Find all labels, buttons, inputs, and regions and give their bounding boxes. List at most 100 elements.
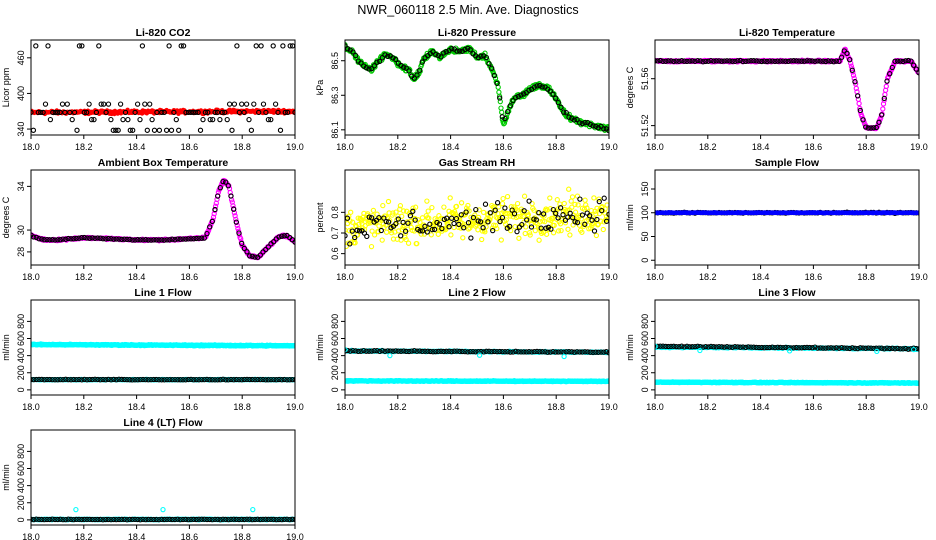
data-point (663, 58, 669, 64)
data-point (235, 225, 241, 232)
data-point (601, 126, 607, 132)
data-point (369, 65, 375, 72)
data-point (489, 65, 495, 71)
data-point (366, 66, 372, 72)
data-point (285, 109, 291, 116)
data-point (507, 103, 513, 109)
data-point (284, 377, 290, 383)
data-point (817, 58, 823, 64)
data-point (371, 63, 377, 69)
data-point (129, 377, 135, 383)
data-point (86, 101, 92, 107)
data-point (124, 236, 130, 243)
data-point (856, 100, 862, 107)
data-point (550, 230, 557, 236)
data-point (558, 104, 564, 110)
data-point (582, 119, 588, 126)
y-axis-label: ml/min (315, 334, 325, 361)
data-point (550, 206, 556, 213)
data-point (212, 203, 219, 209)
data-point (417, 219, 423, 226)
data-point (751, 58, 757, 64)
data-point (275, 109, 281, 116)
y-tick-label: 600 (16, 331, 26, 346)
data-point (31, 109, 34, 116)
data-point (449, 45, 455, 52)
data-point (411, 75, 417, 81)
data-point (441, 348, 447, 355)
data-point (103, 377, 109, 383)
data-point (448, 232, 454, 238)
data-point (569, 204, 575, 210)
data-point (120, 116, 126, 123)
plot-frame (30, 169, 296, 266)
plot-area (345, 42, 609, 134)
data-point (459, 348, 465, 355)
data-point (529, 349, 535, 355)
data-point (499, 200, 506, 207)
data-point (887, 71, 893, 77)
x-tick-label: 18.0 (646, 272, 664, 282)
data-point (244, 376, 250, 383)
data-point (571, 349, 577, 355)
data-point (876, 119, 882, 125)
y-axis-label: degrees C (625, 66, 635, 108)
data-point (354, 227, 360, 233)
y-tick-label: 0 (330, 387, 340, 392)
data-point (185, 236, 191, 242)
data-point (499, 348, 505, 355)
data-point (395, 216, 401, 222)
data-point (446, 224, 452, 230)
data-point (727, 58, 733, 64)
data-point (516, 235, 522, 241)
data-point (427, 221, 433, 227)
y-tick-label: 86.5 (330, 52, 340, 70)
data-point (204, 376, 210, 383)
data-point (483, 54, 489, 61)
data-point (276, 234, 282, 240)
data-point (172, 237, 178, 243)
data-point (225, 183, 231, 189)
data-point (523, 349, 529, 355)
data-point (510, 97, 516, 104)
data-point (565, 226, 571, 232)
series-ave (31, 43, 295, 133)
data-point (271, 239, 277, 245)
data-point (410, 208, 416, 214)
data-point (127, 377, 133, 383)
data-point (41, 237, 47, 243)
data-point (79, 235, 85, 241)
data-point (161, 109, 167, 116)
data-point (695, 57, 701, 64)
data-point (347, 241, 353, 247)
data-point (236, 376, 242, 383)
data-point (84, 235, 90, 241)
data-point (571, 117, 577, 123)
data-point (228, 376, 234, 383)
data-point (528, 224, 535, 230)
x-tick-label: 18.2 (75, 272, 93, 282)
data-point (772, 58, 778, 65)
data-point (855, 93, 861, 99)
data-point (129, 237, 135, 243)
data-point (540, 211, 547, 217)
data-point (497, 218, 503, 225)
data-point (582, 197, 588, 203)
data-point (63, 376, 69, 382)
data-point (448, 215, 455, 221)
data-point (550, 91, 556, 97)
data-point (732, 58, 738, 65)
data-point (31, 376, 34, 383)
data-point (865, 125, 871, 131)
data-point (419, 348, 425, 355)
data-point (410, 205, 416, 211)
data-point (180, 236, 186, 242)
data-point (555, 99, 561, 106)
data-point (69, 116, 75, 123)
data-point (196, 377, 202, 383)
data-point (687, 58, 693, 64)
data-point (145, 377, 151, 383)
data-point (171, 109, 177, 116)
data-point (606, 378, 609, 385)
data-point (809, 58, 815, 64)
